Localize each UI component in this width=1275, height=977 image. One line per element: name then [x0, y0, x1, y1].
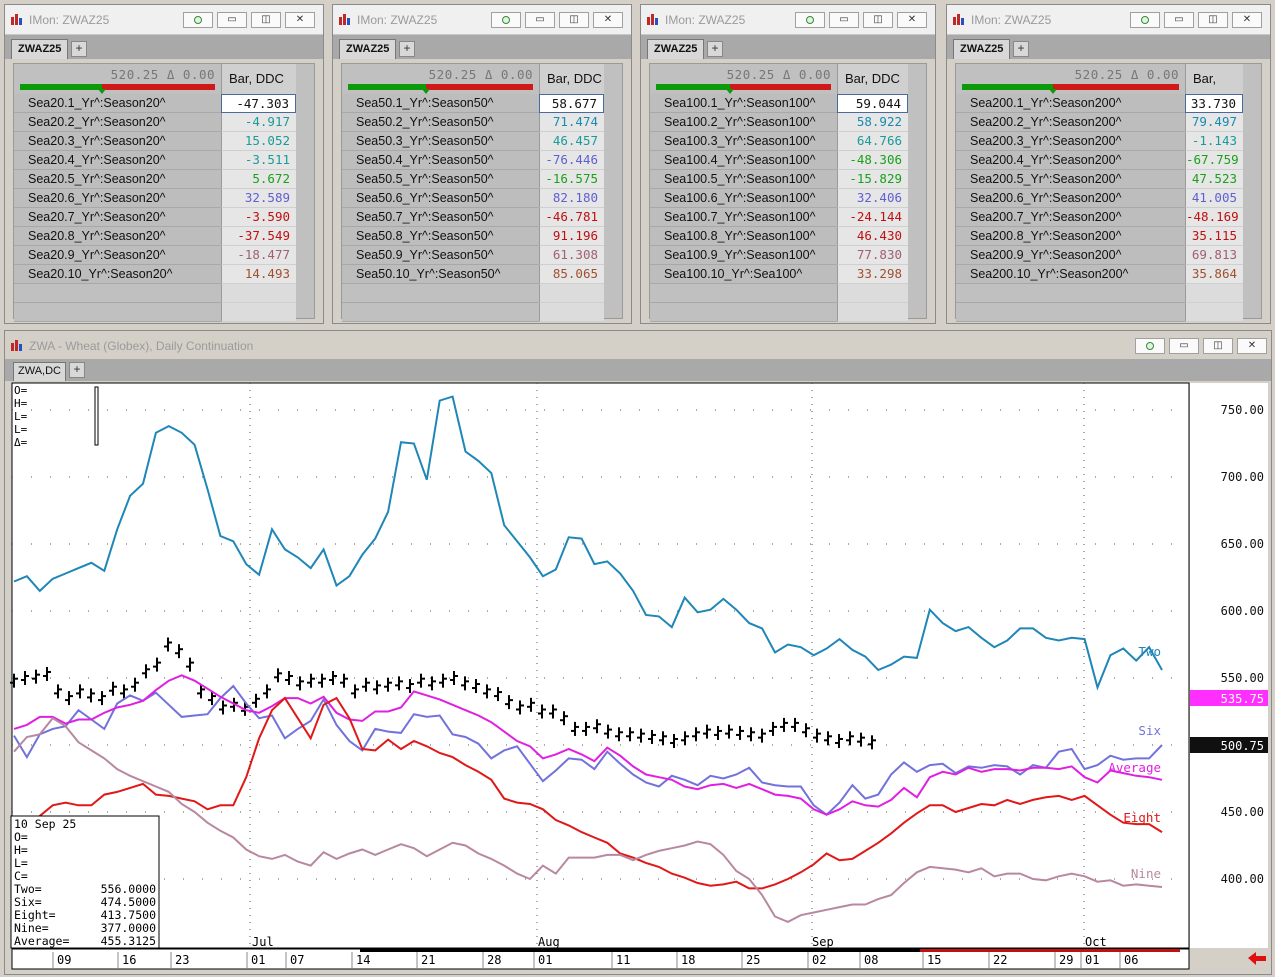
- month-label: Sep: [812, 935, 834, 949]
- data-box-value: 413.7500: [101, 908, 156, 922]
- y-tick-label: 400.00: [1221, 872, 1264, 886]
- series-label-eight: Eight: [1123, 810, 1161, 825]
- day-label: 28: [487, 953, 501, 967]
- ohlc-header-label: Δ=: [14, 436, 28, 449]
- ohlc-header-label: L=: [14, 410, 28, 423]
- day-label: 02: [812, 953, 826, 967]
- day-label: 16: [122, 953, 136, 967]
- y-tick-label: 450.00: [1221, 805, 1264, 819]
- data-box-value: 474.5000: [101, 895, 156, 909]
- plot-area[interactable]: [12, 383, 1189, 948]
- series-label-two: Two: [1138, 644, 1161, 659]
- y-tick-label: 550.00: [1221, 671, 1264, 685]
- crosshair-cursor-icon: [95, 387, 98, 445]
- day-label: 23: [175, 953, 189, 967]
- price-axis: [1190, 383, 1268, 948]
- data-box-label: Average=: [14, 934, 69, 948]
- day-label: 29: [1059, 953, 1073, 967]
- y-tick-label: 750.00: [1221, 403, 1264, 417]
- price-badge-label: 500.75: [1221, 739, 1264, 753]
- data-box-label: O=: [14, 830, 28, 844]
- series-label-six: Six: [1138, 723, 1161, 738]
- data-box-label: Eight=: [14, 908, 56, 922]
- day-label: 11: [616, 953, 630, 967]
- series-label-nine: Nine: [1131, 866, 1161, 881]
- series-label-average: Average: [1108, 760, 1161, 775]
- month-label: Aug: [538, 935, 560, 949]
- day-label: 06: [1124, 953, 1138, 967]
- data-box-label: Nine=: [14, 921, 49, 935]
- data-box-label: L=: [14, 856, 28, 870]
- day-label: 25: [746, 953, 760, 967]
- scroll-right-arrow-icon[interactable]: [1248, 952, 1266, 965]
- y-tick-label: 650.00: [1221, 537, 1264, 551]
- day-label: 09: [57, 953, 71, 967]
- data-box-label: 10 Sep 25: [14, 817, 76, 831]
- data-box-value: 455.3125: [101, 934, 156, 948]
- data-box-label: Two=: [14, 882, 42, 896]
- data-box-value: 377.0000: [101, 921, 156, 935]
- y-tick-label: 600.00: [1221, 604, 1264, 618]
- data-box-value: 556.0000: [101, 882, 156, 896]
- y-tick-label: 700.00: [1221, 470, 1264, 484]
- day-label: 07: [290, 953, 304, 967]
- price-badge-label: 535.75: [1221, 692, 1264, 706]
- data-box-label: C=: [14, 869, 28, 883]
- day-label: 15: [927, 953, 941, 967]
- day-label: 14: [356, 953, 370, 967]
- day-label: 08: [864, 953, 878, 967]
- month-label: Oct: [1085, 935, 1107, 949]
- ohlc-header-label: H=: [14, 397, 28, 410]
- ohlc-header-label: L=: [14, 423, 28, 436]
- day-label: 01: [251, 953, 265, 967]
- day-label: 01: [1085, 953, 1099, 967]
- time-axis-future-indicator: [920, 949, 1180, 952]
- time-axis-scroll-indicator: [360, 949, 920, 952]
- ohlc-header-label: O=: [14, 384, 28, 397]
- data-box-label: Six=: [14, 895, 42, 909]
- day-label: 22: [993, 953, 1007, 967]
- day-label: 01: [538, 953, 552, 967]
- month-label: Jul: [252, 935, 274, 949]
- data-box-label: H=: [14, 843, 28, 857]
- day-label: 21: [421, 953, 435, 967]
- day-label: 18: [681, 953, 695, 967]
